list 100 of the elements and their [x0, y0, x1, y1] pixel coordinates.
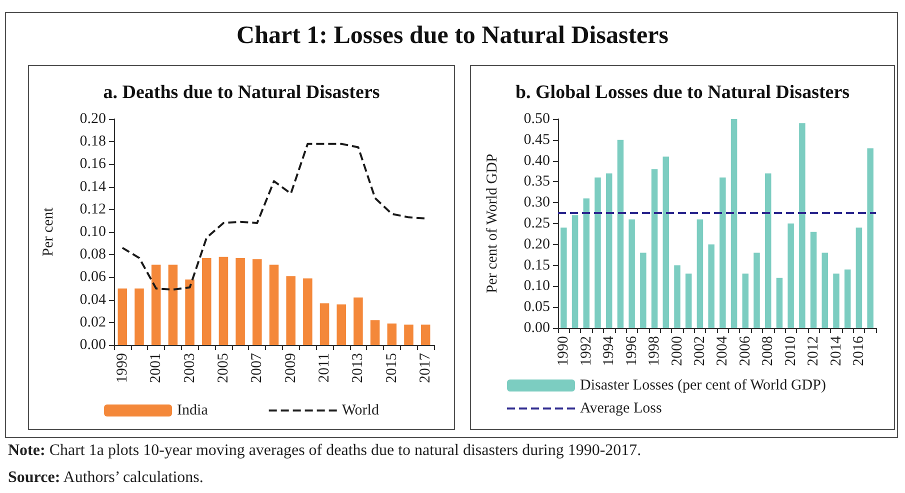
- y-tick-label: 0.18: [80, 134, 106, 150]
- bar: [764, 173, 772, 328]
- bar: [560, 228, 567, 328]
- y-tick-label: 0.02: [80, 314, 106, 330]
- x-tick-label: 2017: [418, 352, 434, 383]
- x-tick-label: 2006: [737, 336, 754, 366]
- x-tick-label: 1999: [114, 353, 130, 383]
- text: Chart 1: Losses due to Natural Disasters: [236, 22, 670, 50]
- bar: [151, 264, 161, 345]
- y-tick-label: 0.40: [524, 152, 550, 169]
- bar: [387, 324, 397, 345]
- legend-label: India: [177, 402, 208, 418]
- y-axis-title: Per cent: [40, 206, 56, 256]
- x-tick-label: 2002: [692, 336, 708, 366]
- x-tick-label: 2003: [182, 353, 198, 383]
- bar: [370, 320, 380, 345]
- y-tick-label: 0.08: [80, 246, 106, 263]
- text: Note: Chart 1a plots 10-year moving averages of deaths due to natural disasters during 1990-2017.: [8, 442, 642, 459]
- bar: [594, 178, 601, 328]
- x-tick-label: 2011: [316, 353, 333, 382]
- y-tick-label: 0.05: [524, 299, 550, 316]
- bar: [788, 224, 794, 328]
- y-tick-label: 0.30: [524, 194, 550, 211]
- bar: [856, 228, 862, 328]
- y-tick-label: 0.00: [524, 320, 550, 336]
- bar: [118, 288, 128, 345]
- bar: [185, 279, 194, 345]
- bar: [742, 274, 749, 328]
- bar: [404, 324, 414, 345]
- bar: [168, 264, 178, 345]
- y-tick-label: 0.20: [80, 111, 106, 127]
- y-tick-label: 0.14: [80, 178, 106, 195]
- y-tick-label: 0.04: [80, 292, 106, 308]
- chart-title: a. Deaths due to Natural Disasters: [103, 82, 380, 103]
- bar: [286, 276, 296, 345]
- bar: [218, 256, 228, 345]
- x-tick-label: 1992: [578, 336, 594, 366]
- bar: [354, 298, 363, 345]
- y-tick-label: 0.35: [524, 174, 550, 190]
- bar: [867, 148, 874, 328]
- bar: [252, 259, 262, 345]
- bar: [822, 252, 828, 328]
- bar: [720, 178, 726, 328]
- x-tick-label: 1990: [556, 336, 572, 366]
- y-tick-label: 0.10: [524, 278, 550, 294]
- x-tick-label: 2001: [148, 353, 164, 383]
- y-tick-label: 0.06: [80, 269, 106, 286]
- x-tick-label: 2008: [760, 336, 776, 366]
- bar: [696, 219, 704, 328]
- legend-label: World: [342, 402, 380, 418]
- legend-label: Average Loss: [580, 400, 662, 416]
- x-tick-label: 2000: [669, 336, 686, 366]
- bar: [236, 258, 245, 345]
- y-tick-label: 0.15: [524, 257, 550, 274]
- bar: [754, 252, 760, 328]
- bar: [674, 265, 680, 328]
- bar: [685, 274, 692, 328]
- bar: [572, 215, 578, 328]
- x-tick-label: 1996: [624, 336, 640, 366]
- y-tick-label: 0.25: [524, 216, 550, 232]
- y-tick-label: 0.12: [80, 201, 106, 218]
- bar: [799, 123, 806, 328]
- line-series: [121, 142, 427, 291]
- bar: [617, 140, 624, 328]
- x-tick-label: 2013: [350, 353, 366, 383]
- bar: [303, 278, 312, 345]
- y-tick-label: 0.20: [524, 236, 550, 252]
- y-axis-title: Per cent of World GDP: [484, 154, 500, 294]
- y-tick-label: 0.00: [80, 337, 106, 353]
- bar: [320, 303, 330, 345]
- bar: [844, 269, 851, 328]
- x-tick-label: 2009: [282, 353, 299, 383]
- y-tick-label: 0.50: [524, 111, 550, 127]
- x-tick-label: 2012: [806, 336, 822, 366]
- chart-title: b. Global Losses due to Natural Disasters: [515, 82, 850, 103]
- bar: [134, 288, 144, 345]
- x-tick-label: 1998: [646, 336, 663, 366]
- bar: [730, 119, 738, 328]
- bar: [640, 252, 646, 328]
- bar: [776, 278, 783, 328]
- y-tick-label: 0.10: [80, 224, 106, 240]
- x-tick-label: 1994: [601, 336, 618, 366]
- x-tick-label: 2014: [828, 336, 844, 366]
- bar: [269, 264, 279, 345]
- legend-label: Disaster Losses (per cent of World GDP): [580, 378, 826, 394]
- bar: [202, 258, 212, 345]
- x-tick-label: 2016: [850, 336, 867, 366]
- bar: [662, 156, 670, 328]
- bar: [336, 304, 346, 345]
- x-tick-label: 2015: [384, 353, 400, 383]
- x-tick-label: 2004: [714, 336, 731, 366]
- bar: [628, 219, 635, 328]
- x-tick-label: 2010: [782, 336, 799, 366]
- y-tick-label: 0.45: [524, 132, 550, 148]
- x-tick-label: 2005: [215, 353, 232, 383]
- y-tick-label: 0.16: [80, 156, 106, 172]
- bar: [833, 274, 840, 328]
- x-tick-label: 2007: [249, 352, 266, 383]
- bar: [810, 232, 817, 328]
- source-note: Source: Authors’ calculations.: [8, 469, 204, 486]
